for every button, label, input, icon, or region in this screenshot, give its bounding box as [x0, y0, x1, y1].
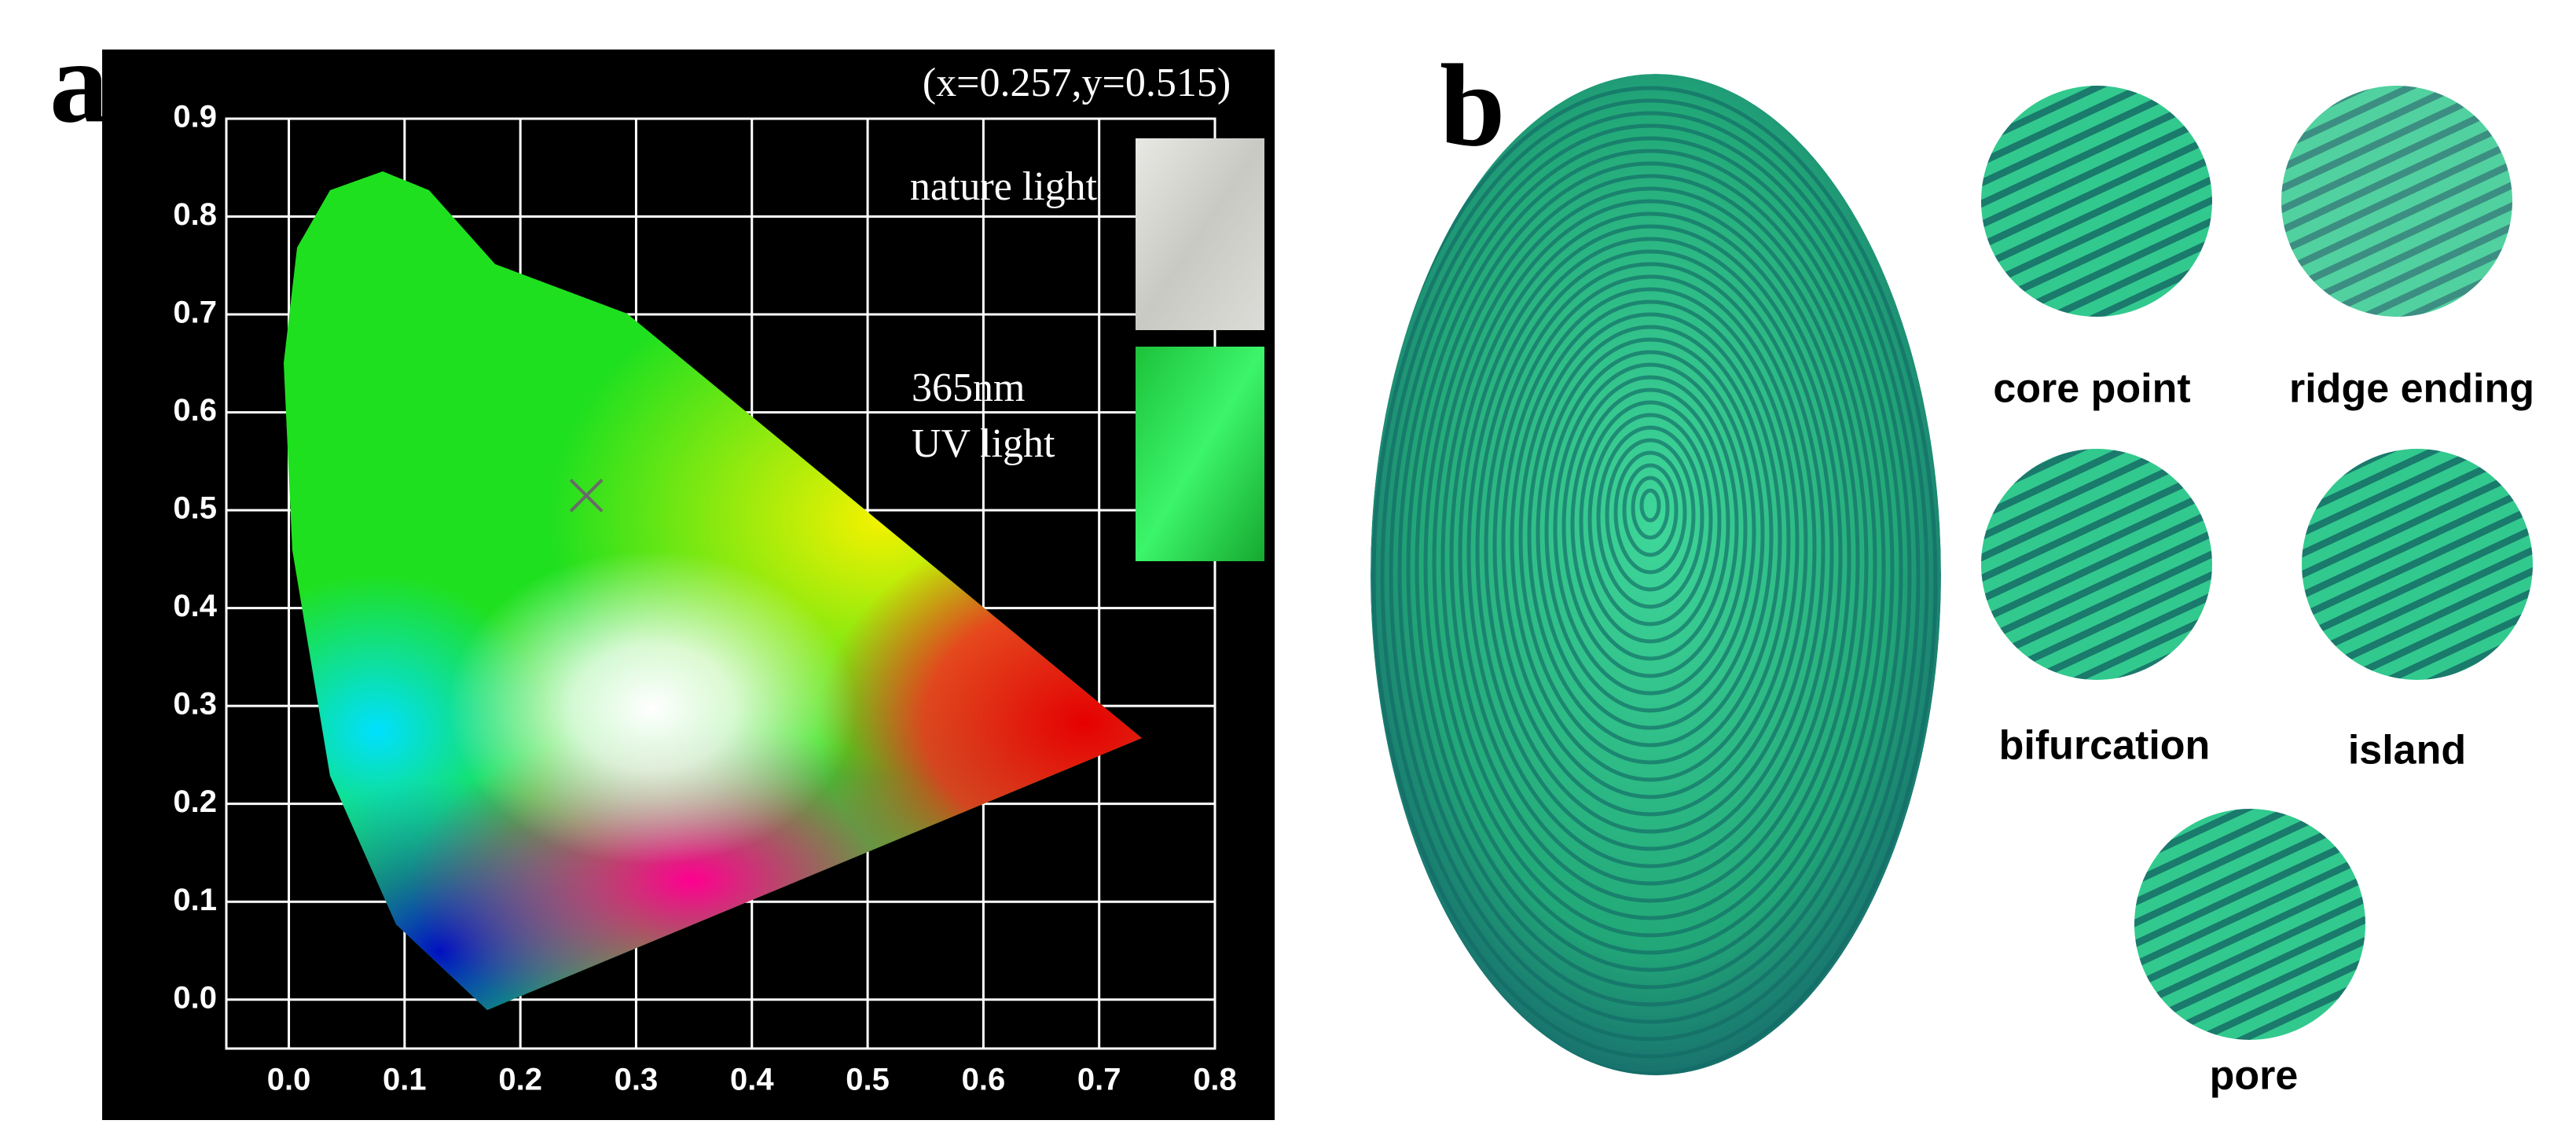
- ridge: [1605, 438, 1696, 592]
- detail-ridge-ending: [2281, 86, 2512, 317]
- ridge: [1432, 186, 1869, 938]
- fingerprint: [1371, 74, 1941, 1075]
- ridge: [1449, 211, 1851, 903]
- inset-label: nature light: [910, 164, 1098, 209]
- x-tick-label: 0.0: [267, 1063, 311, 1097]
- ridge: [1389, 123, 1912, 1024]
- point-marker: [569, 479, 604, 512]
- ridge: [1527, 325, 1774, 747]
- detail-core-point: [1981, 86, 2212, 317]
- x-tick-label: 0.6: [962, 1063, 1006, 1097]
- ridge: [1510, 299, 1791, 782]
- detail-label: island: [2348, 728, 2466, 773]
- y-tick-label: 0.2: [173, 784, 217, 819]
- x-tick-label: 0.2: [498, 1063, 542, 1097]
- ridge: [1501, 287, 1800, 799]
- detail-label: ridge ending: [2289, 366, 2534, 412]
- y-tick-label: 0.1: [173, 883, 217, 917]
- x-tick-label: 0.1: [383, 1063, 427, 1097]
- ridge: [1484, 262, 1817, 834]
- x-tick-label: 0.4: [730, 1063, 774, 1097]
- ridge: [1631, 476, 1670, 540]
- detail-label: core point: [1993, 366, 2190, 412]
- y-tick-label: 0.8: [173, 197, 217, 232]
- x-tick-label: 0.8: [1193, 1063, 1237, 1097]
- ridge: [1492, 274, 1808, 817]
- ridge: [1440, 199, 1860, 920]
- ridge: [1458, 224, 1843, 886]
- y-tick-label: 0.3: [173, 687, 217, 722]
- marker-stroke: [569, 479, 604, 512]
- ridge: [1415, 161, 1886, 972]
- x-tick-label: 0.3: [615, 1063, 659, 1097]
- ridge: [1466, 237, 1834, 869]
- photo-nature-light: [1136, 138, 1264, 330]
- ridge: [1579, 400, 1722, 644]
- y-tick-label: 0.5: [173, 491, 217, 526]
- inset-label: 365nm: [912, 365, 1025, 410]
- detail-label: bifurcation: [1999, 723, 2211, 769]
- ridge: [1475, 249, 1826, 851]
- panel-label: a: [50, 17, 108, 147]
- detail-pore: [2134, 809, 2365, 1040]
- ridge: [1371, 86, 1938, 1075]
- inset-label: UV light: [912, 421, 1055, 466]
- ridge: [1423, 174, 1877, 955]
- ridge: [1518, 312, 1782, 765]
- ridge: [1622, 463, 1679, 557]
- y-tick-label: 0.6: [173, 393, 217, 428]
- x-tick-label: 0.5: [846, 1063, 890, 1097]
- ridge: [1596, 425, 1704, 609]
- ridge: [1613, 450, 1687, 575]
- detail-bifurcation: [1981, 449, 2212, 680]
- ridge: [1587, 413, 1713, 626]
- photo-uv-light: [1136, 347, 1264, 561]
- ridge: [1544, 350, 1756, 713]
- ridge: [1406, 149, 1895, 990]
- detail-label: pore: [2210, 1053, 2299, 1099]
- y-tick-label: 0.7: [173, 296, 217, 330]
- ridge: [1536, 337, 1765, 730]
- y-tick-label: 0.4: [173, 589, 217, 623]
- ridge: [1553, 362, 1748, 696]
- ridge: [1397, 136, 1903, 1007]
- ridge: [1561, 375, 1739, 678]
- panel-label: b: [1440, 40, 1505, 171]
- detail-images: [1981, 86, 2533, 1040]
- annotation: (x=0.257,y=0.515): [923, 61, 1231, 105]
- y-tick-label: 0.0: [173, 980, 217, 1015]
- ridge: [1639, 488, 1661, 523]
- ridge: [1570, 388, 1730, 661]
- x-tick-label: 0.7: [1077, 1063, 1121, 1097]
- y-tick-label: 0.9: [173, 100, 217, 134]
- detail-island: [2302, 449, 2533, 680]
- ridge: [1371, 98, 1929, 1059]
- ridge: [1380, 111, 1921, 1041]
